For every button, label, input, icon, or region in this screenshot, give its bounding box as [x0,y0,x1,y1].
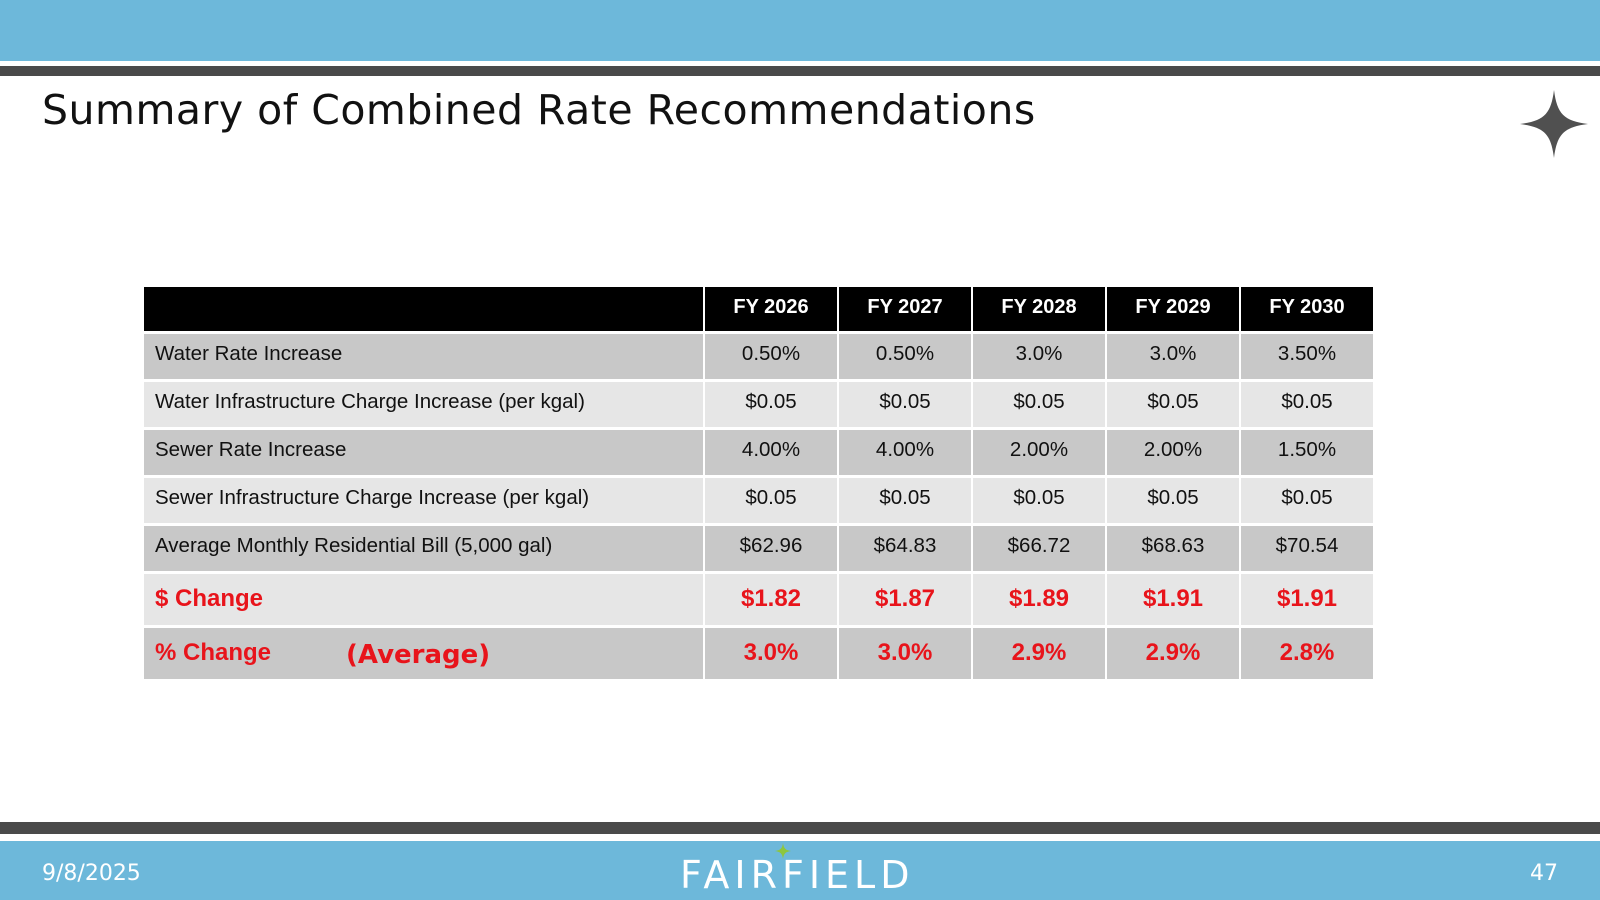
table-cell: 3.0% [705,628,839,682]
table-cell: 4.00% [839,430,973,478]
table-cell: $0.05 [839,382,973,430]
top-header-band [0,0,1600,61]
table-cell: 2.9% [1107,628,1241,682]
table-cell: $62.96 [705,526,839,574]
table-cell: 3.50% [1241,334,1375,382]
row-label: Water Rate Increase [144,334,705,382]
header-cell-blank [144,287,705,334]
table-cell: 2.00% [1107,430,1241,478]
page-number: 47 [1530,861,1558,886]
table-cell: 4.00% [705,430,839,478]
header-cell-fy2028: FY 2028 [973,287,1107,334]
table-cell: $0.05 [1107,382,1241,430]
table-cell: $0.05 [973,478,1107,526]
header-cell-fy2029: FY 2029 [1107,287,1241,334]
table-cell: $1.87 [839,574,973,628]
table-cell: 2.9% [973,628,1107,682]
table-cell: 2.8% [1241,628,1375,682]
table-header-row: FY 2026 FY 2027 FY 2028 FY 2029 FY 2030 [144,287,1375,334]
table-cell: $0.05 [973,382,1107,430]
row-label: Average Monthly Residential Bill (5,000 … [144,526,705,574]
table-cell: 1.50% [1241,430,1375,478]
table-cell: $0.05 [1107,478,1241,526]
table-row: Sewer Infrastructure Charge Increase (pe… [144,478,1375,526]
table-row: Sewer Rate Increase 4.00% 4.00% 2.00% 2.… [144,430,1375,478]
top-divider [0,66,1600,76]
row-label: Water Infrastructure Charge Increase (pe… [144,382,705,430]
table-cell: $1.91 [1107,574,1241,628]
table-cell: 3.0% [1107,334,1241,382]
header-cell-fy2026: FY 2026 [705,287,839,334]
dollar-change-row: $ Change $1.82 $1.87 $1.89 $1.91 $1.91 [144,574,1375,628]
row-label: Sewer Rate Increase [144,430,705,478]
logo-text: FAIRFIELD [680,853,915,897]
table-cell: $64.83 [839,526,973,574]
slide-title: Summary of Combined Rate Recommendations [42,86,1036,134]
row-label: Sewer Infrastructure Charge Increase (pe… [144,478,705,526]
table-cell: $66.72 [973,526,1107,574]
table-row: Water Rate Increase 0.50% 0.50% 3.0% 3.0… [144,334,1375,382]
table-row: Average Monthly Residential Bill (5,000 … [144,526,1375,574]
table-cell: $0.05 [1241,478,1375,526]
row-label: % Change [144,628,705,682]
table-cell: $1.82 [705,574,839,628]
table-cell: $1.91 [1241,574,1375,628]
percent-change-row: % Change 3.0% 3.0% 2.9% 2.9% 2.8% [144,628,1375,682]
table-row: Water Infrastructure Charge Increase (pe… [144,382,1375,430]
table-cell: $0.05 [1241,382,1375,430]
footer-band [0,841,1600,900]
table-cell: $1.89 [973,574,1107,628]
fairfield-logo: FAIRFIELD [680,843,920,899]
table-cell: $0.05 [705,382,839,430]
table-cell: 2.00% [973,430,1107,478]
bottom-divider [0,822,1600,834]
table-cell: $0.05 [839,478,973,526]
header-cell-fy2030: FY 2030 [1241,287,1375,334]
average-note: (Average) [346,640,491,670]
table-cell: $70.54 [1241,526,1375,574]
table-cell: $0.05 [705,478,839,526]
row-label: $ Change [144,574,705,628]
table-cell: $68.63 [1107,526,1241,574]
table-cell: 3.0% [839,628,973,682]
table-cell: 3.0% [973,334,1107,382]
four-point-star-icon [1520,90,1588,158]
slide-date: 9/8/2025 [42,861,141,886]
table-cell: 0.50% [839,334,973,382]
four-point-star-icon [775,843,791,859]
rate-table: FY 2026 FY 2027 FY 2028 FY 2029 FY 2030 … [144,287,1375,682]
table-cell: 0.50% [705,334,839,382]
header-cell-fy2027: FY 2027 [839,287,973,334]
